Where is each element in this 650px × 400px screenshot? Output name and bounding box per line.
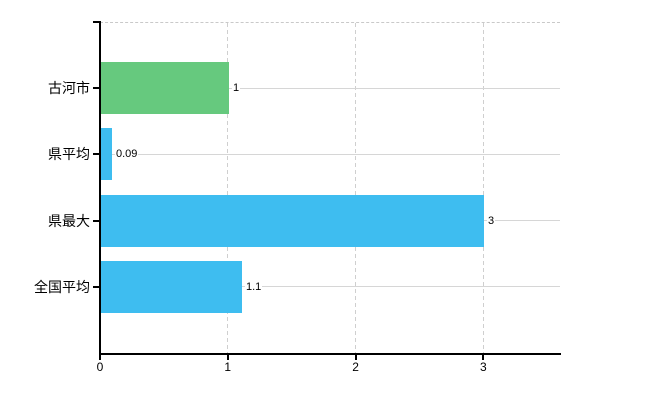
- bar: [101, 128, 112, 181]
- category-label: 県平均: [48, 146, 90, 163]
- bar-value-label: 3: [487, 214, 496, 227]
- x-axis-line: [99, 353, 561, 355]
- category-gridline: [101, 153, 560, 155]
- bar: [101, 62, 229, 115]
- plot-top-border: [100, 22, 560, 23]
- x-axis-tick: [99, 353, 101, 360]
- x-tick-label: 2: [352, 360, 359, 374]
- bar: [101, 194, 484, 247]
- bar-value-label: 1.1: [245, 280, 263, 293]
- category-tick: [93, 87, 100, 90]
- category-label: 県最大: [48, 212, 90, 229]
- x-gridline: [355, 23, 357, 353]
- x-tick-label: 0: [96, 360, 104, 374]
- x-tick-label: 3: [479, 360, 487, 374]
- x-gridline: [482, 23, 484, 353]
- x-tick-label: 1: [224, 360, 232, 374]
- x-axis-tick: [226, 353, 229, 360]
- x-axis-tick: [482, 353, 485, 360]
- category-gridline: [101, 286, 560, 288]
- y-axis-line: [99, 21, 101, 354]
- category-gridline: [101, 87, 560, 89]
- category-label: 古河市: [48, 80, 90, 97]
- bar-value-label: 1: [232, 82, 241, 95]
- y-axis-top-tick: [93, 21, 100, 23]
- x-axis-tick: [354, 353, 357, 360]
- bar: [101, 260, 242, 313]
- bar-value-label: 0.09: [115, 148, 139, 161]
- x-gridline: [227, 23, 229, 353]
- category-tick: [93, 219, 100, 222]
- category-tick: [93, 285, 100, 288]
- category-tick: [93, 153, 100, 156]
- category-label: 全国平均: [34, 278, 90, 295]
